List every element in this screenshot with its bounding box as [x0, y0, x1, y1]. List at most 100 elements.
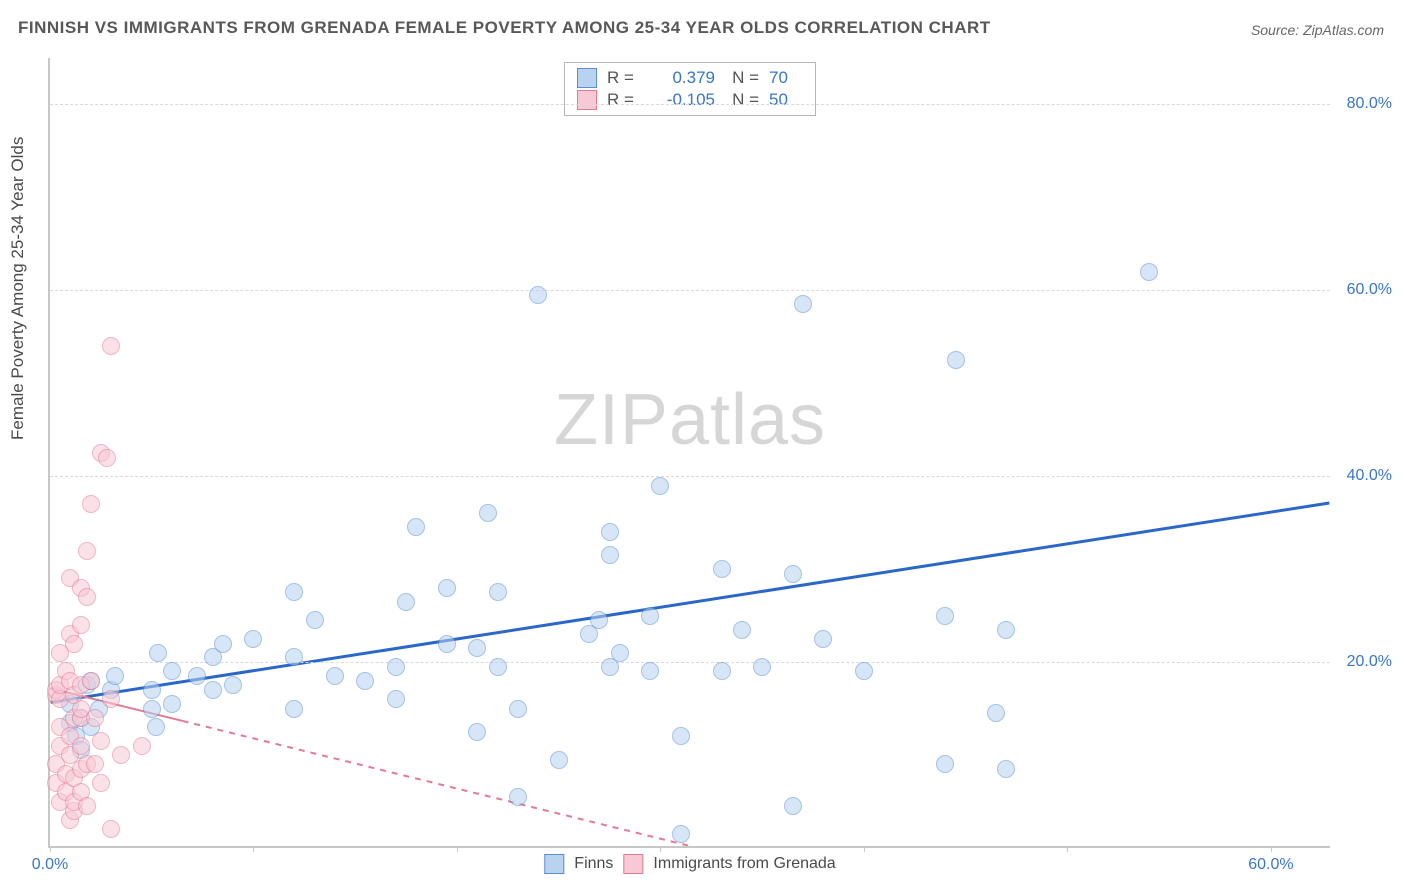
scatter-point-grenada	[92, 774, 110, 792]
scatter-point-finns	[479, 504, 497, 522]
scatter-point-finns	[550, 751, 568, 769]
scatter-point-finns	[784, 797, 802, 815]
r-value-finns: 0.379	[651, 67, 715, 89]
legend-correlation: R = 0.379 N = 70 R = -0.105 N = 50	[564, 62, 816, 116]
plot-area: ZIPatlas R = 0.379 N = 70 R = -0.105 N =…	[48, 58, 1330, 848]
scatter-point-finns	[143, 700, 161, 718]
scatter-point-finns	[244, 630, 262, 648]
scatter-point-finns	[285, 700, 303, 718]
swatch-grenada	[577, 90, 597, 110]
scatter-point-finns	[611, 644, 629, 662]
r-label: R =	[607, 67, 641, 89]
legend-label-grenada: Immigrants from Grenada	[653, 855, 835, 873]
r-label: R =	[607, 89, 641, 111]
scatter-point-grenada	[72, 616, 90, 634]
scatter-point-grenada	[102, 820, 120, 838]
scatter-point-grenada	[78, 542, 96, 560]
gridline-h	[50, 104, 1330, 105]
scatter-point-finns	[188, 667, 206, 685]
scatter-point-finns	[784, 565, 802, 583]
swatch-finns-icon	[544, 854, 564, 874]
scatter-point-finns	[529, 286, 547, 304]
legend-row-finns: R = 0.379 N = 70	[577, 67, 803, 89]
gridline-h	[50, 662, 1330, 663]
scatter-point-grenada	[92, 732, 110, 750]
scatter-point-grenada	[102, 337, 120, 355]
scatter-point-finns	[468, 639, 486, 657]
scatter-point-finns	[285, 583, 303, 601]
scatter-point-finns	[855, 662, 873, 680]
y-tick-label: 40.0%	[1347, 467, 1392, 485]
scatter-point-finns	[794, 295, 812, 313]
y-tick-label: 60.0%	[1347, 281, 1392, 299]
scatter-point-finns	[356, 672, 374, 690]
watermark: ZIPatlas	[554, 379, 826, 461]
scatter-point-finns	[713, 662, 731, 680]
chart-container: FINNISH VS IMMIGRANTS FROM GRENADA FEMAL…	[0, 0, 1406, 892]
scatter-point-finns	[387, 690, 405, 708]
scatter-point-finns	[947, 351, 965, 369]
y-axis-label: Female Poverty Among 25-34 Year Olds	[8, 137, 28, 440]
scatter-point-grenada	[82, 495, 100, 513]
scatter-point-finns	[224, 676, 242, 694]
scatter-point-finns	[733, 621, 751, 639]
x-tick-mark	[253, 846, 254, 852]
scatter-point-finns	[143, 681, 161, 699]
scatter-point-finns	[651, 477, 669, 495]
gridline-h	[50, 290, 1330, 291]
scatter-point-finns	[204, 681, 222, 699]
x-tick-label: 60.0%	[1248, 856, 1293, 874]
scatter-point-finns	[1140, 263, 1158, 281]
scatter-point-finns	[163, 662, 181, 680]
scatter-point-finns	[672, 727, 690, 745]
scatter-point-finns	[814, 630, 832, 648]
legend-label-finns: Finns	[574, 855, 613, 873]
n-label: N =	[725, 67, 759, 89]
scatter-point-finns	[997, 760, 1015, 778]
scatter-point-finns	[936, 607, 954, 625]
scatter-point-finns	[489, 658, 507, 676]
scatter-point-grenada	[112, 746, 130, 764]
scatter-point-grenada	[133, 737, 151, 755]
scatter-point-finns	[326, 667, 344, 685]
scatter-point-finns	[509, 788, 527, 806]
legend-series: Finns Immigrants from Grenada	[544, 854, 835, 874]
scatter-point-finns	[672, 825, 690, 843]
chart-title: FINNISH VS IMMIGRANTS FROM GRENADA FEMAL…	[18, 18, 991, 38]
scatter-point-finns	[306, 611, 324, 629]
scatter-point-finns	[214, 635, 232, 653]
scatter-point-grenada	[82, 672, 100, 690]
scatter-point-finns	[601, 523, 619, 541]
scatter-point-finns	[387, 658, 405, 676]
scatter-point-finns	[163, 695, 181, 713]
n-label: N =	[725, 89, 759, 111]
scatter-point-finns	[601, 546, 619, 564]
r-value-grenada: -0.105	[651, 89, 715, 111]
y-tick-label: 20.0%	[1347, 653, 1392, 671]
scatter-point-finns	[438, 579, 456, 597]
scatter-point-finns	[468, 723, 486, 741]
scatter-point-finns	[713, 560, 731, 578]
swatch-grenada-icon	[623, 854, 643, 874]
x-tick-mark	[457, 846, 458, 852]
scatter-point-finns	[590, 611, 608, 629]
x-tick-mark	[1067, 846, 1068, 852]
watermark-zip: ZIP	[554, 380, 669, 460]
scatter-point-finns	[997, 621, 1015, 639]
swatch-finns	[577, 68, 597, 88]
scatter-point-finns	[438, 635, 456, 653]
scatter-point-finns	[641, 607, 659, 625]
n-value-grenada: 50	[769, 89, 803, 111]
scatter-point-finns	[753, 658, 771, 676]
scatter-point-finns	[147, 718, 165, 736]
scatter-point-finns	[509, 700, 527, 718]
scatter-point-finns	[285, 648, 303, 666]
n-value-finns: 70	[769, 67, 803, 89]
scatter-point-finns	[397, 593, 415, 611]
scatter-point-finns	[641, 662, 659, 680]
y-tick-label: 80.0%	[1347, 95, 1392, 113]
scatter-point-grenada	[72, 737, 90, 755]
scatter-point-finns	[936, 755, 954, 773]
scatter-point-finns	[987, 704, 1005, 722]
x-tick-mark	[660, 846, 661, 852]
